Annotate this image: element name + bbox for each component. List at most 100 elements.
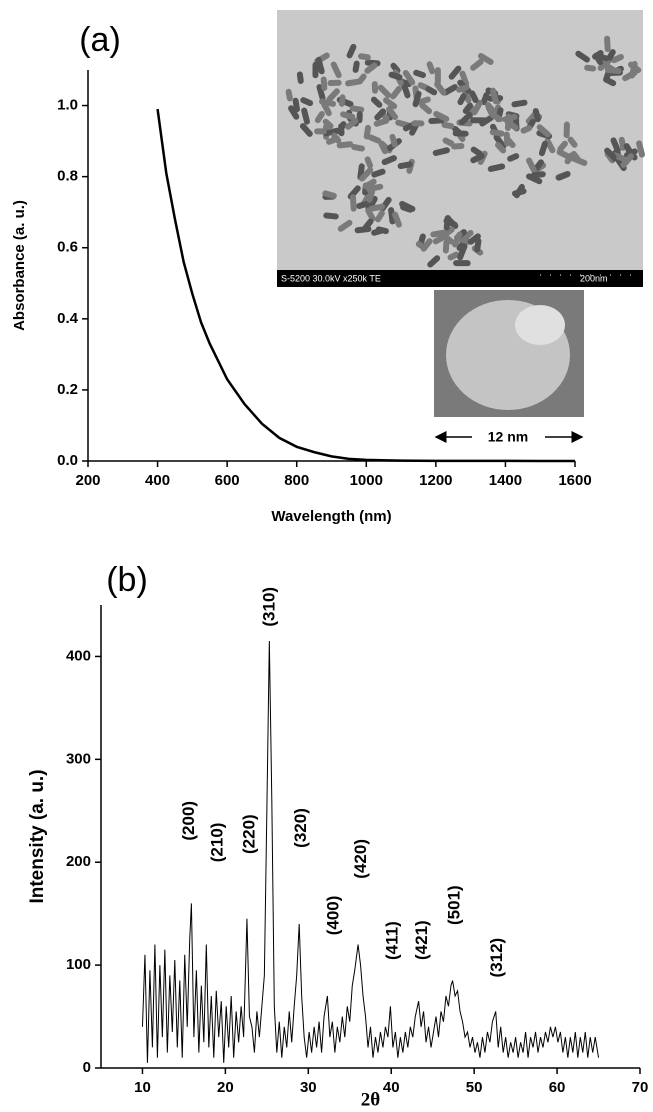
rod [378, 141, 389, 155]
peak-label: (220) [240, 814, 259, 854]
rod [350, 194, 357, 212]
rod [364, 62, 378, 74]
rod [457, 93, 467, 106]
rod [323, 212, 339, 220]
rod [479, 114, 494, 127]
rod [470, 152, 485, 164]
rod [340, 111, 356, 120]
y-tick-label: 0.8 [57, 168, 78, 185]
rod [467, 233, 481, 245]
rod [358, 53, 371, 61]
rod [604, 66, 622, 75]
rod [495, 142, 507, 154]
rod [349, 105, 365, 113]
rod [386, 106, 398, 120]
rod [604, 77, 617, 87]
rod [397, 161, 413, 170]
rod [351, 144, 365, 152]
rod [368, 203, 386, 212]
rod [327, 79, 342, 87]
rod [453, 260, 471, 267]
rod [288, 105, 300, 120]
rod [620, 153, 635, 168]
x-tick-label: 1400 [489, 472, 522, 489]
rod [359, 167, 374, 182]
x-tick-label: 600 [215, 472, 240, 489]
rod [377, 84, 392, 99]
x-tick-label: 20 [217, 1079, 234, 1096]
rod [388, 71, 403, 81]
rod [610, 137, 620, 151]
rod [458, 236, 471, 245]
y-tick-label: 300 [66, 750, 91, 767]
rod [362, 178, 377, 190]
rod [636, 140, 645, 158]
x-tick-label: 1200 [419, 472, 452, 489]
nanorods [285, 35, 645, 268]
rod [458, 111, 473, 126]
rod [365, 207, 376, 222]
rod [489, 87, 499, 105]
rod [337, 219, 353, 232]
peak-label: (312) [487, 938, 506, 978]
y-tick-label: 200 [66, 853, 91, 870]
rod [442, 239, 450, 254]
rod [374, 108, 387, 121]
rod [413, 69, 426, 79]
rod [389, 133, 398, 148]
rod [532, 108, 541, 123]
rod [426, 61, 436, 75]
rod [399, 200, 416, 212]
rod [480, 92, 490, 106]
rod [320, 76, 328, 91]
y-tick-label: 0.0 [57, 452, 78, 469]
hrtem-scale: 12 nm [488, 429, 528, 445]
rod [462, 102, 473, 114]
rod [459, 70, 470, 87]
rod [366, 188, 376, 203]
x-tick-label: 40 [383, 1079, 400, 1096]
y-tick-label: 1.0 [57, 97, 78, 114]
rod [296, 71, 304, 84]
rod [371, 227, 385, 236]
rod [456, 84, 470, 93]
rod [388, 207, 396, 225]
panel-label: (b) [106, 561, 148, 599]
rod [314, 128, 327, 135]
rod [433, 110, 450, 122]
rod [300, 97, 314, 107]
rod [292, 97, 300, 113]
rod [432, 147, 450, 156]
rod [471, 99, 483, 116]
rod [484, 101, 496, 114]
hrtem-inset: 12 nm [434, 290, 584, 445]
rod [322, 118, 334, 130]
x-tick-label: 70 [632, 1079, 649, 1096]
rod [448, 65, 462, 80]
rod [440, 232, 455, 245]
x-tick-label: 200 [75, 472, 100, 489]
rod [474, 237, 482, 253]
rod [604, 147, 617, 160]
x-tick-label: 1000 [350, 472, 383, 489]
peak-label: (210) [207, 823, 226, 863]
rod [338, 94, 346, 107]
y-tick-label: 100 [66, 956, 91, 973]
rod [526, 157, 538, 174]
peak-label: (420) [351, 839, 370, 879]
rod [330, 61, 342, 79]
rod [434, 81, 447, 96]
rod [400, 81, 411, 99]
rod [451, 143, 465, 150]
rod [364, 156, 374, 169]
rod [315, 56, 325, 75]
rod [322, 190, 337, 199]
rod [447, 251, 460, 261]
rod [563, 121, 570, 139]
tem-inset: S-5200 30.0kV x250k TE 200nm [277, 10, 645, 287]
x-tick-label: 10 [134, 1079, 151, 1096]
peak-label: (411) [382, 921, 401, 960]
x-tick-label: 400 [145, 472, 170, 489]
rod [441, 121, 455, 130]
